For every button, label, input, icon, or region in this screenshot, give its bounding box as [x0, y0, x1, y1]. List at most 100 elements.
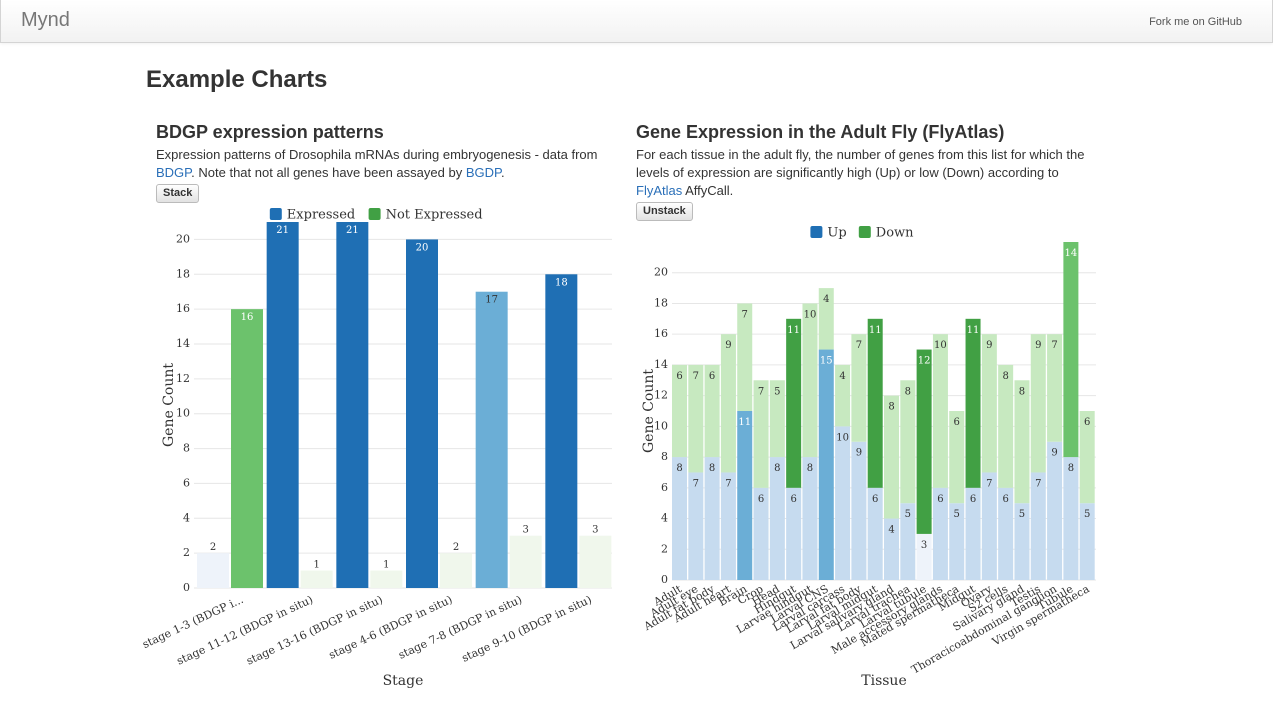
bdgp-x-axis-label: Stage	[383, 673, 424, 689]
flyatlas-down-label: 5	[774, 386, 780, 397]
flyatlas-legend-swatch	[858, 226, 871, 238]
flyatlas-bar-up	[1047, 441, 1063, 580]
flyatlas-up-label: 15	[820, 356, 833, 367]
flyatlas-bar-down	[720, 334, 736, 473]
flyatlas-legend-label: Up	[827, 226, 846, 241]
bdgp-legend-swatch	[368, 208, 381, 220]
flyatlas-bar-up	[998, 487, 1014, 580]
bdgp-bar	[509, 535, 542, 588]
flyatlas-bar-down	[1079, 411, 1095, 504]
flyatlas-bar-up	[949, 503, 965, 580]
fork-on-github-link[interactable]: Fork me on GitHub	[1149, 16, 1242, 28]
flyatlas-bar-down	[802, 303, 818, 458]
unstack-button[interactable]: Unstack	[636, 202, 693, 221]
bdgp-bar	[579, 535, 612, 588]
flyatlas-up-label: 6	[1002, 494, 1008, 505]
flyatlas-down-label: 8	[1019, 386, 1025, 397]
bdgp-data-label: 20	[416, 242, 429, 253]
flyatlas-bar-down	[884, 395, 900, 519]
bdgp-panel: BDGP expression patterns Expression patt…	[156, 120, 626, 203]
flyatlas-up-label: 7	[725, 478, 731, 489]
flyatlas-bar-up	[965, 487, 981, 580]
flyatlas-bar-down	[753, 380, 769, 488]
bdgp-legend-label: Not Expressed	[386, 208, 483, 223]
flyatlas-bar-down	[769, 380, 785, 458]
flyatlas-down-label: 4	[839, 371, 845, 382]
brand-logo[interactable]: Mynd	[21, 9, 70, 31]
flyatlas-link[interactable]: FlyAtlas	[636, 183, 683, 198]
bdgp-data-label: 18	[555, 277, 568, 288]
flyatlas-bar-down	[818, 288, 834, 350]
flyatlas-y-tick: 6	[661, 481, 668, 494]
bdgp-data-label: 21	[346, 225, 359, 236]
flyatlas-up-label: 5	[1084, 509, 1090, 520]
flyatlas-bar-down	[949, 411, 965, 504]
flyatlas-up-label: 8	[709, 463, 715, 474]
flyatlas-bar-down	[786, 318, 802, 488]
bdgp-data-label: 1	[313, 560, 319, 571]
flyatlas-bar-up	[1030, 472, 1046, 580]
bgdp-link[interactable]: BGDP	[465, 165, 501, 180]
bdgp-description: Expression patterns of Drosophila mRNAs …	[156, 146, 626, 182]
flyatlas-bar-up	[916, 533, 932, 580]
flyatlas-up-label: 5	[1019, 509, 1025, 520]
bdgp-y-tick: 12	[176, 372, 190, 385]
bdgp-description-text-1: Expression patterns of Drosophila mRNAs …	[156, 147, 598, 162]
flyatlas-up-label: 7	[693, 478, 699, 489]
flyatlas-bar-down	[1047, 334, 1063, 442]
bdgp-data-label: 3	[522, 525, 528, 536]
flyatlas-bar-down	[867, 318, 883, 488]
flyatlas-down-label: 11	[869, 325, 882, 336]
flyatlas-up-label: 6	[937, 494, 943, 505]
flyatlas-bar-up	[786, 487, 802, 580]
flyatlas-bar-up	[688, 472, 704, 580]
bdgp-bar	[231, 309, 263, 588]
flyatlas-bar-up	[753, 487, 769, 580]
bdgp-y-tick: 10	[176, 407, 190, 420]
bdgp-bar	[440, 553, 472, 588]
flyatlas-description-text-1: For each tissue in the adult fly, the nu…	[636, 147, 1085, 180]
flyatlas-bar-down	[916, 349, 932, 534]
flyatlas-y-tick: 18	[654, 296, 668, 309]
flyatlas-up-label: 6	[758, 494, 764, 505]
stack-button[interactable]: Stack	[156, 184, 200, 203]
flyatlas-bar-down	[835, 364, 851, 427]
bdgp-bar	[406, 239, 438, 588]
bdgp-bar	[197, 553, 229, 588]
flyatlas-up-label: 8	[1068, 463, 1074, 474]
bdgp-y-tick: 16	[176, 302, 190, 315]
flyatlas-legend-label: Down	[876, 226, 914, 241]
flyatlas-bar-up	[1014, 503, 1030, 580]
flyatlas-bar-up	[932, 487, 948, 580]
flyatlas-description: For each tissue in the adult fly, the nu…	[636, 146, 1106, 200]
flyatlas-bar-down	[981, 334, 997, 473]
flyatlas-bar-down	[737, 303, 753, 411]
flyatlas-down-label: 8	[905, 386, 911, 397]
bdgp-link[interactable]: BDGP	[156, 165, 192, 180]
flyatlas-up-label: 11	[738, 417, 751, 428]
flyatlas-up-label: 7	[986, 478, 992, 489]
flyatlas-down-label: 7	[742, 309, 748, 320]
bdgp-y-tick: 4	[183, 511, 190, 524]
bdgp-data-label: 1	[383, 560, 389, 571]
flyatlas-bar-down	[1063, 242, 1079, 458]
page-title: Example Charts	[146, 66, 328, 93]
flyatlas-y-axis-label: Gene Count	[641, 369, 657, 453]
bdgp-y-tick: 14	[176, 337, 190, 350]
flyatlas-down-label: 12	[918, 356, 931, 367]
flyatlas-bar-up	[672, 457, 688, 580]
flyatlas-down-label: 6	[954, 417, 960, 428]
bdgp-data-label: 2	[453, 542, 459, 553]
flyatlas-up-label: 9	[1051, 448, 1057, 459]
flyatlas-down-label: 7	[758, 386, 764, 397]
flyatlas-bar-up	[981, 472, 997, 580]
flyatlas-bar-up	[1079, 503, 1095, 580]
flyatlas-y-tick: 12	[654, 389, 668, 402]
flyatlas-down-label: 7	[693, 371, 699, 382]
bdgp-bar	[545, 274, 578, 588]
bdgp-data-label: 3	[592, 525, 598, 536]
flyatlas-x-axis-label: Tissue	[861, 673, 907, 689]
bdgp-data-label: 16	[241, 312, 254, 323]
bdgp-legend-swatch	[269, 208, 282, 220]
